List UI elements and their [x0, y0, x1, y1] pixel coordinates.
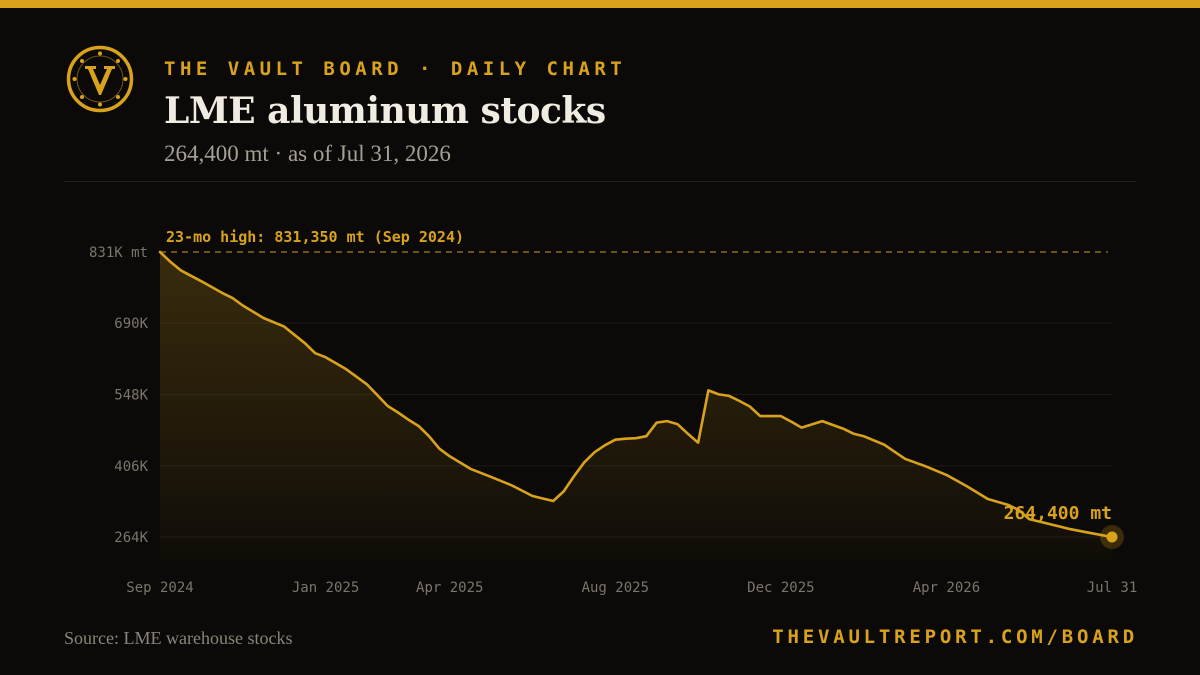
page-subtitle: 264,400 mt · as of Jul 31, 2026 — [164, 141, 451, 166]
x-tick-label: Aug 2025 — [582, 580, 649, 596]
high-reference-label: 23-mo high: 831,350 mt (Sep 2024) — [166, 228, 464, 246]
y-tick-label: 548K — [114, 387, 148, 403]
top-accent-bar — [0, 0, 1200, 8]
header-divider — [64, 181, 1136, 182]
site-link[interactable]: THEVAULTREPORT.COM/BOARD — [772, 626, 1138, 648]
x-tick-label: Apr 2026 — [913, 580, 980, 596]
x-tick-label: Jul 31 — [1087, 580, 1138, 596]
x-tick-label: Dec 2025 — [747, 580, 814, 596]
endpoint-marker — [1106, 531, 1118, 543]
vault-v-logo-icon — [66, 45, 134, 113]
x-tick-label: Jan 2025 — [292, 580, 359, 596]
source-note: Source: LME warehouse stocks — [64, 628, 293, 648]
series-line — [158, 250, 1114, 539]
series-area-fill — [160, 252, 1112, 560]
stocks-area-chart: 23-mo high: 831,350 mt (Sep 2024) 831K m… — [89, 228, 1138, 596]
endpoint-value-label: 264,400 mt — [1004, 503, 1112, 524]
y-tick-label: 831K mt — [89, 245, 148, 261]
x-tick-label: Sep 2024 — [126, 580, 193, 596]
y-tick-label: 264K — [114, 530, 148, 546]
page-title: LME aluminum stocks — [164, 90, 606, 132]
y-tick-label: 406K — [114, 459, 148, 475]
y-tick-label: 690K — [114, 316, 148, 332]
x-tick-label: Apr 2025 — [416, 580, 483, 596]
kicker-label: THE VAULT BOARD · DAILY CHART — [164, 58, 627, 80]
